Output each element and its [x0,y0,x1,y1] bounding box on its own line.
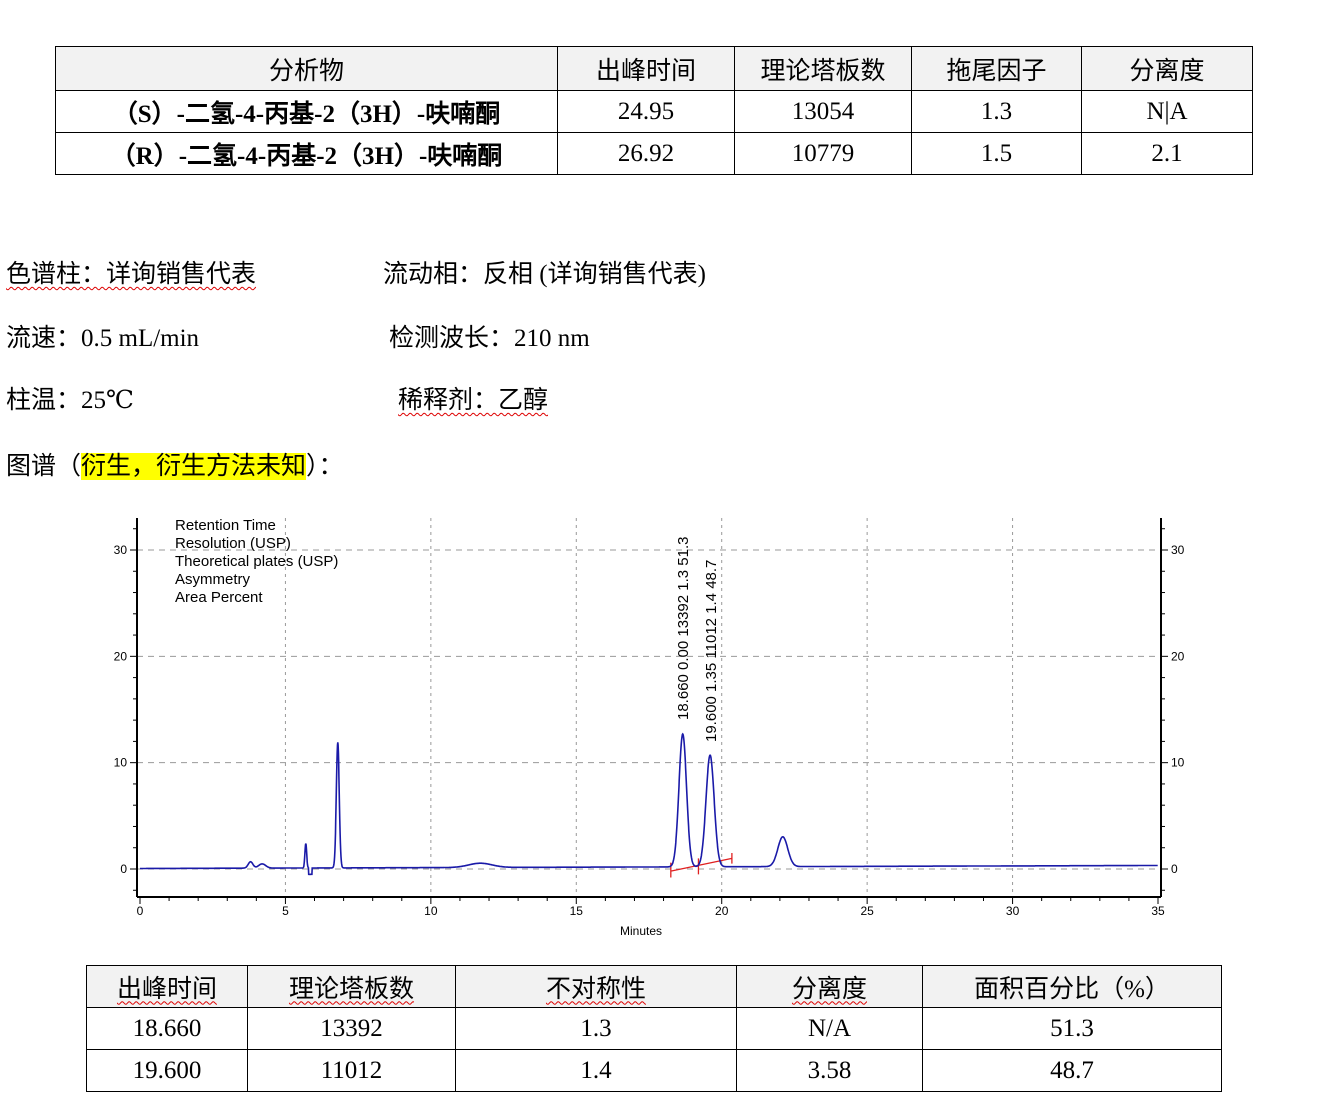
header-plates: 理论塔板数 [247,965,456,1008]
chromatogram-trace [140,732,1158,876]
cell: 1.4 [455,1049,737,1092]
header-analyte: 分析物 [55,46,558,91]
cell: 13054 [734,90,912,133]
table-row: （R）-二氢-4-丙基-2（3H）-呋喃酮 26.92 10779 1.5 2.… [55,132,1253,175]
legend-item: Asymmetry [175,571,251,588]
y-tick-label-right: 20 [1171,649,1185,663]
legend-item: Area Percent [175,589,263,606]
cell: （S）-二氢-4-丙基-2（3H）-呋喃酮 [55,90,558,133]
flow-info: 流速：0.5 mL/min [6,325,200,352]
x-axis-label: Minutes [620,924,662,938]
caption-suffix: ）： [306,453,344,480]
peak-label-1: 18.660 0.00 13392 1.3 51.3 [675,536,692,720]
peak-results-table: 出峰时间 理论塔板数 不对称性 分离度 面积百分比（%） 18.660 1339… [86,965,1222,1092]
cell: 48.7 [922,1049,1222,1092]
legend-item: Resolution (USP) [175,535,291,552]
integration-baseline [670,853,733,878]
header-resolution: 分离度 [736,965,923,1008]
y-tick-label-right: 10 [1171,756,1185,770]
header-asymmetry: 不对称性 [455,965,737,1008]
spectrum-caption: 图谱（衍生，衍生方法未知）： [6,446,344,482]
y-tick-label-left: 0 [120,862,127,876]
y-tick-label-left: 20 [114,649,128,663]
x-tick-label: 0 [137,904,144,918]
caption-prefix: 图谱（ [6,453,82,480]
header-tailing: 拖尾因子 [911,46,1082,91]
x-tick-label: 5 [282,904,289,918]
header-retention: 出峰时间 [86,965,248,1008]
x-tick-label: 20 [715,904,729,918]
peak-label-2: 19.600 1.35 11012 1.4 48.7 [703,560,720,742]
cell: 19.600 [86,1049,248,1092]
x-tick-label: 10 [424,904,438,918]
column-info: 色谱柱：详询销售代表 [6,261,257,288]
legend-item: Retention Time [175,517,276,534]
header-area-percent: 面积百分比（%） [922,965,1222,1008]
x-tick-label: 35 [1151,904,1165,918]
mobile-phase-info: 流动相：反相 (详询销售代表) [383,261,706,288]
cell: 1.3 [455,1007,737,1050]
header-resolution: 分离度 [1081,46,1253,91]
cell: N|A [1081,90,1253,133]
caption-highlight: 衍生，衍生方法未知 [81,453,307,480]
x-tick-label: 25 [860,904,874,918]
x-tick-label: 30 [1006,904,1020,918]
y-tick-label-left: 30 [114,543,128,557]
analyte-table: 分析物 出峰时间 理论塔板数 拖尾因子 分离度 （S）-二氢-4-丙基-2（3H… [55,46,1253,175]
cell: 10779 [734,132,912,175]
cell: 18.660 [86,1007,248,1050]
cell: 3.58 [736,1049,923,1092]
cell: 51.3 [922,1007,1222,1050]
diluent-info: 稀释剂：乙醇 [398,387,549,414]
y-tick-label-left: 10 [114,756,128,770]
cell: （R）-二氢-4-丙基-2（3H）-呋喃酮 [55,132,558,175]
wavelength-info: 检测波长：210 nm [389,325,590,352]
cell: 1.5 [911,132,1082,175]
y-tick-label-right: 30 [1171,543,1185,557]
legend-item: Theoretical plates (USP) [175,553,338,570]
cell: 13392 [247,1007,456,1050]
table-row: 19.600 11012 1.4 3.58 48.7 [86,1049,1222,1092]
cell: 11012 [247,1049,456,1092]
y-tick-label-right: 0 [1171,862,1178,876]
x-tick-label: 15 [570,904,584,918]
cell: 26.92 [557,132,735,175]
cell: 2.1 [1081,132,1253,175]
table-row: 18.660 13392 1.3 N/A 51.3 [86,1007,1222,1050]
temperature-info: 柱温：25℃ [6,387,134,414]
cell: N/A [736,1007,923,1050]
